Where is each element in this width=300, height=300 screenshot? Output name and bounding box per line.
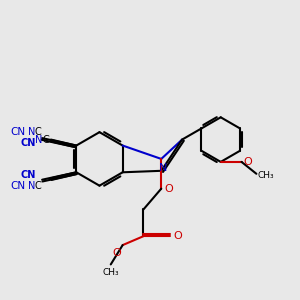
Text: CN: CN — [21, 170, 36, 180]
Text: CN: CN — [11, 127, 26, 137]
Text: O: O — [174, 231, 182, 241]
Text: N: N — [35, 135, 43, 145]
Text: C: C — [43, 135, 50, 145]
Text: CH₃: CH₃ — [258, 171, 274, 180]
Text: N: N — [159, 164, 167, 173]
Text: O: O — [243, 157, 252, 167]
Text: CH₃: CH₃ — [102, 268, 119, 277]
Text: N: N — [28, 127, 36, 137]
Text: O: O — [165, 184, 174, 194]
Text: C: C — [34, 181, 41, 190]
Text: CN: CN — [21, 138, 36, 148]
Text: N: N — [28, 181, 36, 190]
Text: O: O — [112, 248, 121, 258]
Text: CN: CN — [11, 181, 26, 191]
Text: C: C — [34, 127, 41, 137]
